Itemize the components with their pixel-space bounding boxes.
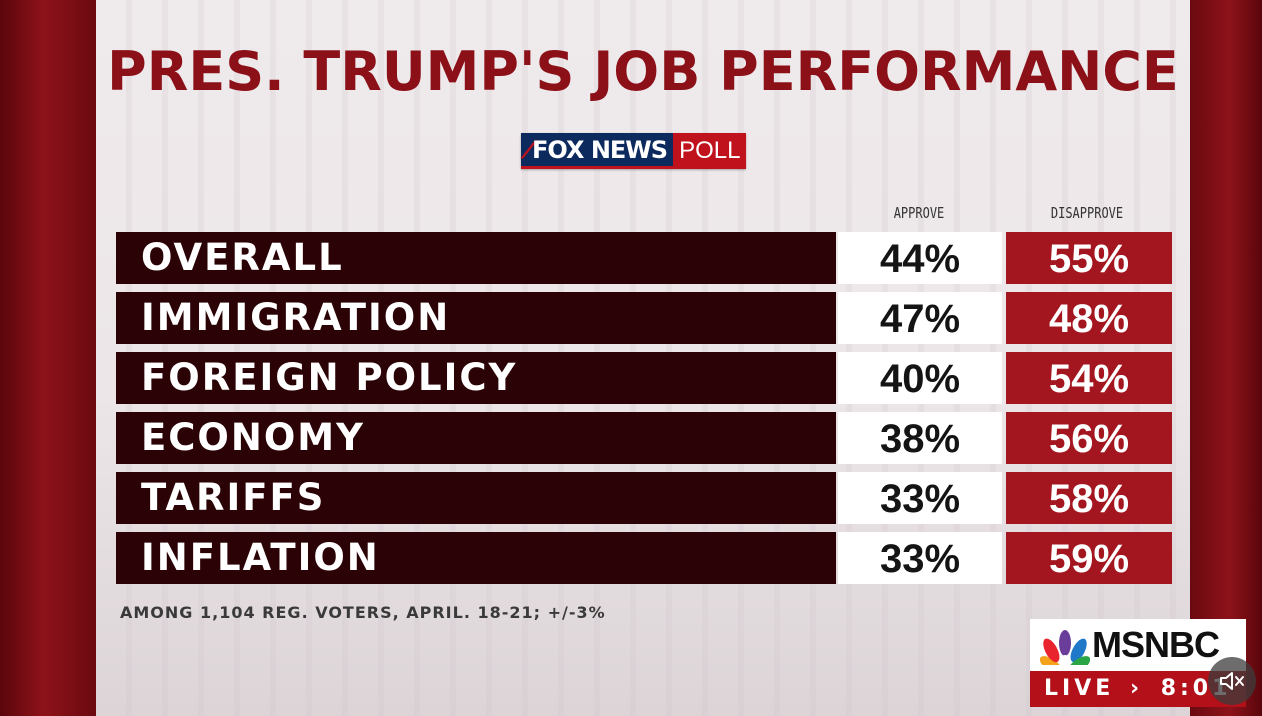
disapprove-value: 56% [1006, 412, 1172, 464]
msnbc-bug: MSNBC [1030, 619, 1246, 671]
approve-value: 44% [838, 232, 1002, 284]
chevron-right-icon: › [1129, 676, 1144, 701]
table-row: FOREIGN POLICY 40% 54% [116, 352, 1172, 404]
row-label: ECONOMY [116, 412, 836, 464]
msnbc-text: MSNBC [1092, 624, 1220, 665]
approve-value: 33% [838, 532, 1002, 584]
disapprove-value: 58% [1006, 472, 1172, 524]
approve-value: 47% [838, 292, 1002, 344]
approve-value: 38% [838, 412, 1002, 464]
column-header-approve: APPROVE [893, 204, 945, 222]
mute-button[interactable] [1208, 657, 1256, 705]
approve-value: 33% [838, 472, 1002, 524]
approve-value: 40% [838, 352, 1002, 404]
disapprove-value: 54% [1006, 352, 1172, 404]
row-label: TARIFFS [116, 472, 836, 524]
left-curtain [0, 0, 96, 716]
poll-footnote: AMONG 1,104 REG. VOTERS, APRIL. 18-21; +… [120, 603, 606, 622]
row-label: IMMIGRATION [116, 292, 836, 344]
row-label: FOREIGN POLICY [116, 352, 836, 404]
logo-fox: ⁄ FOX NEWS [521, 133, 674, 169]
row-label: OVERALL [116, 232, 836, 284]
fox-slash-icon: ⁄ [527, 135, 531, 164]
logo-poll: POLL [673, 133, 747, 169]
table-row: INFLATION 33% 59% [116, 532, 1172, 584]
table-row: ECONOMY 38% 56% [116, 412, 1172, 464]
table-row: OVERALL 44% 55% [116, 232, 1172, 284]
fox-news-poll-logo: ⁄ FOX NEWS POLL [521, 133, 747, 169]
disapprove-value: 59% [1006, 532, 1172, 584]
table-row: TARIFFS 33% 58% [116, 472, 1172, 524]
chart-title: PRES. TRUMP'S JOB PERFORMANCE [107, 40, 1179, 103]
peacock-icon [1040, 630, 1090, 665]
disapprove-value: 48% [1006, 292, 1172, 344]
disapprove-value: 55% [1006, 232, 1172, 284]
column-header-disapprove: DISAPPROVE [1050, 204, 1124, 222]
logo-fox-text: FOX NEWS [532, 135, 668, 164]
row-label: INFLATION [116, 532, 836, 584]
poll-board: PRES. TRUMP'S JOB PERFORMANCE ⁄ FOX NEWS… [96, 0, 1190, 716]
speaker-muted-icon [1220, 672, 1244, 690]
table-row: IMMIGRATION 47% 48% [116, 292, 1172, 344]
live-label: LIVE [1044, 676, 1115, 701]
right-curtain [1190, 0, 1262, 716]
